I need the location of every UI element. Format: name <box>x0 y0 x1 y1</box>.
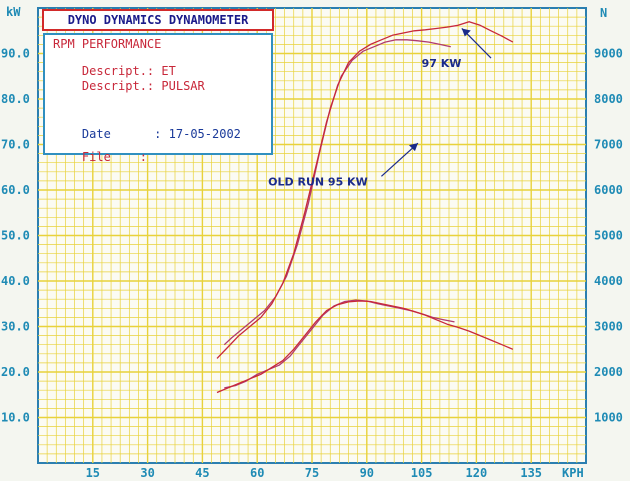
x-tick-label: 105 <box>411 466 433 480</box>
left-tick-label: 80.0 <box>1 92 30 106</box>
title-box: DYNO DYNAMICS DYNAMOMETER <box>42 9 274 31</box>
right-tick-label: 6000 <box>594 183 623 197</box>
x-tick-label: 30 <box>140 466 154 480</box>
x-tick-label: 75 <box>305 466 319 480</box>
date-label: Date <box>81 127 111 141</box>
left-tick-label: 60.0 <box>1 183 30 197</box>
left-tick-label: 30.0 <box>1 320 30 334</box>
date-row: Date : 17-05-2002 <box>53 113 241 155</box>
annotation-97kw: 97 KW <box>422 57 462 70</box>
descript-1: Descript.: ET <box>53 50 176 92</box>
annotation-old-run: OLD RUN 95 KW <box>268 175 368 188</box>
right-tick-label: 7000 <box>594 138 623 152</box>
x-tick-label: 135 <box>520 466 542 480</box>
chart-title: DYNO DYNAMICS DYNAMOMETER <box>67 13 249 27</box>
left-tick-label: 70.0 <box>1 138 30 152</box>
x-tick-label: 120 <box>466 466 488 480</box>
x-unit-label: KPH <box>562 466 584 480</box>
date-value: 17-05-2002 <box>168 127 241 141</box>
descript-2-label: Descript.: <box>81 79 155 93</box>
right-tick-label: 5000 <box>594 229 623 243</box>
file-label: File <box>81 150 111 164</box>
descript-2: Descript.: PULSAR <box>53 65 205 107</box>
descript-1-label: Descript.: <box>81 64 155 78</box>
descript-1-value: ET <box>161 64 176 78</box>
right-tick-label: 8000 <box>594 92 623 106</box>
x-tick-label: 90 <box>360 466 374 480</box>
left-unit-label: kW <box>6 5 21 19</box>
date-sep: : <box>154 127 162 141</box>
series-line <box>216 21 514 359</box>
left-tick-label: 40.0 <box>1 274 30 288</box>
left-tick-label: 90.0 <box>1 47 30 61</box>
info-box: RPM PERFORMANCE Descript.: ET Descript.:… <box>43 33 273 164</box>
file-sep: : <box>139 150 147 164</box>
x-tick-label: 60 <box>250 466 264 480</box>
annotations: 97 KW OLD RUN 95 KW <box>268 28 492 188</box>
left-tick-label: 20.0 <box>1 365 30 379</box>
x-tick-label: 15 <box>86 466 100 480</box>
right-unit-label: N <box>600 6 607 20</box>
arrow-97kw-head <box>461 28 471 37</box>
arrow-old-run-head <box>408 143 418 152</box>
right-tick-label: 4000 <box>594 274 623 288</box>
right-tick-label: 1000 <box>594 411 623 425</box>
right-tick-label: 3000 <box>594 320 623 334</box>
series-line <box>216 300 514 394</box>
curves <box>216 21 514 394</box>
file-row: File : <box>53 136 147 178</box>
mode-label: RPM PERFORMANCE <box>53 37 162 51</box>
left-tick-label: 10.0 <box>1 411 30 425</box>
arrow-old-run <box>381 142 419 177</box>
left-tick-label: 50.0 <box>1 229 30 243</box>
x-tick-label: 45 <box>195 466 209 480</box>
tick-labels: 10.0 20.0 30.0 40.0 50.0 60.0 70.0 80.0 90.0 1000… <box>1 47 623 481</box>
right-tick-label: 2000 <box>594 365 623 379</box>
descript-2-value: PULSAR <box>161 79 205 93</box>
right-tick-label: 9000 <box>594 47 623 61</box>
